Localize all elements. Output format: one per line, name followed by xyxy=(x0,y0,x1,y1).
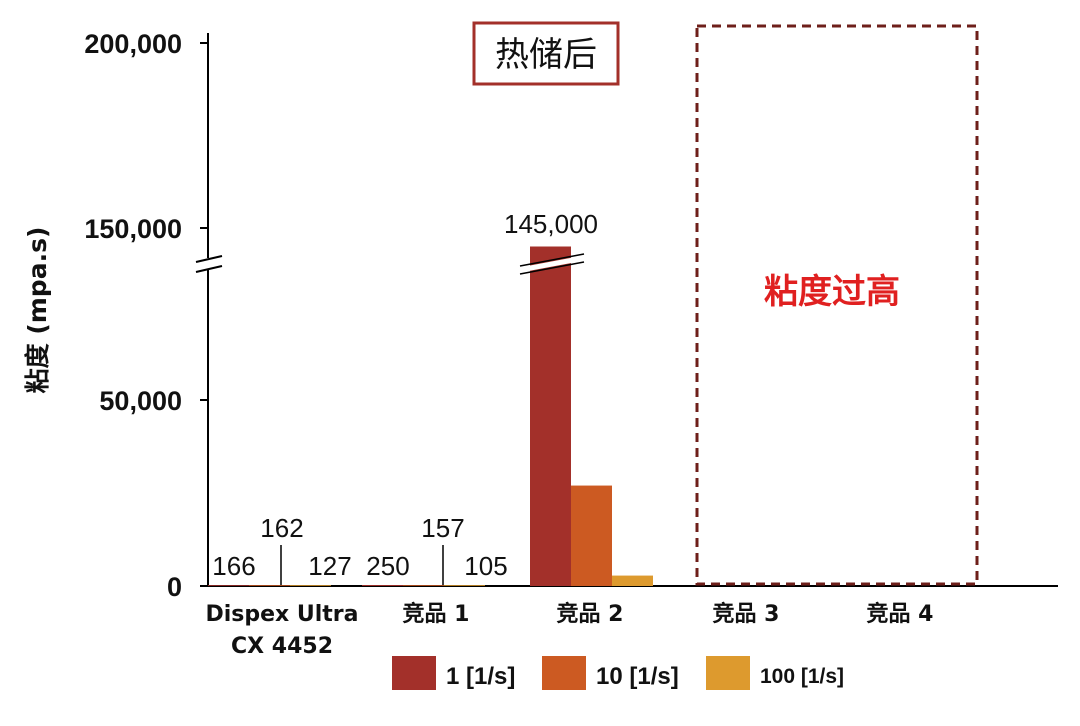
legend-swatch-10 xyxy=(542,656,586,690)
bar-2-series-1 xyxy=(362,585,403,586)
category-label-dispex-line2: CX 4452 xyxy=(231,634,333,659)
data-label-1-series-2: 162 xyxy=(260,513,303,543)
condition-label-box xyxy=(472,21,620,86)
category-separators xyxy=(280,545,444,586)
legend: 1 [1/s] 10 [1/s] 100 [1/s] xyxy=(392,656,844,690)
y-tick-marks xyxy=(200,42,208,587)
y-tick-label-50000: 50,000 xyxy=(99,386,182,416)
data-label-group: 166 250 145,000 162 157 127 105 xyxy=(212,209,598,581)
excluded-region-label: 粘度过高 xyxy=(764,272,900,312)
bar-3-series-3 xyxy=(612,575,653,586)
category-label-competitor-1: 竞品 1 xyxy=(403,601,470,627)
bar-break-marks xyxy=(519,255,585,273)
bar-2-series-2 xyxy=(403,585,444,586)
bar-3-series-2 xyxy=(571,485,612,586)
y-tick-label-0: 0 xyxy=(167,572,182,602)
data-label-2-series-1: 250 xyxy=(366,551,409,581)
bar-1-series-3 xyxy=(290,585,331,586)
y-axis-title: 粘度 (mpa.s) xyxy=(23,227,52,394)
data-label-1-series-3: 127 xyxy=(308,551,351,581)
y-tick-label-150000: 150,000 xyxy=(84,214,182,244)
bar-break-outline xyxy=(519,253,585,275)
legend-swatch-1 xyxy=(392,656,436,690)
y-tick-label-200000: 200,000 xyxy=(84,29,182,59)
legend-label-1: 1 [1/s] xyxy=(446,663,515,690)
bar-group xyxy=(208,246,653,586)
legend-label-100: 100 [1/s] xyxy=(760,665,844,688)
bar-1-series-2 xyxy=(249,585,290,586)
bar-1-series-1 xyxy=(208,585,249,586)
category-label-dispex-line1: Dispex Ultra xyxy=(205,602,358,627)
bar-2-series-3 xyxy=(444,585,485,586)
legend-label-10: 10 [1/s] xyxy=(596,663,679,690)
data-label-1-series-1: 166 xyxy=(212,551,255,581)
excluded-region-box xyxy=(695,24,979,586)
data-label-3-series-1: 145,000 xyxy=(504,209,598,239)
legend-swatch-100 xyxy=(706,656,750,690)
data-label-2-series-3: 105 xyxy=(464,551,507,581)
y-axis-break-marks xyxy=(195,255,223,273)
condition-label: 热储后 xyxy=(495,35,597,75)
data-label-2-series-2: 157 xyxy=(421,513,464,543)
category-label-competitor-2: 竞品 2 xyxy=(557,601,624,627)
bar-3-series-1 xyxy=(530,246,571,586)
category-label-competitor-3: 竞品 3 xyxy=(713,601,780,627)
category-label-competitor-4: 竞品 4 xyxy=(867,601,934,627)
